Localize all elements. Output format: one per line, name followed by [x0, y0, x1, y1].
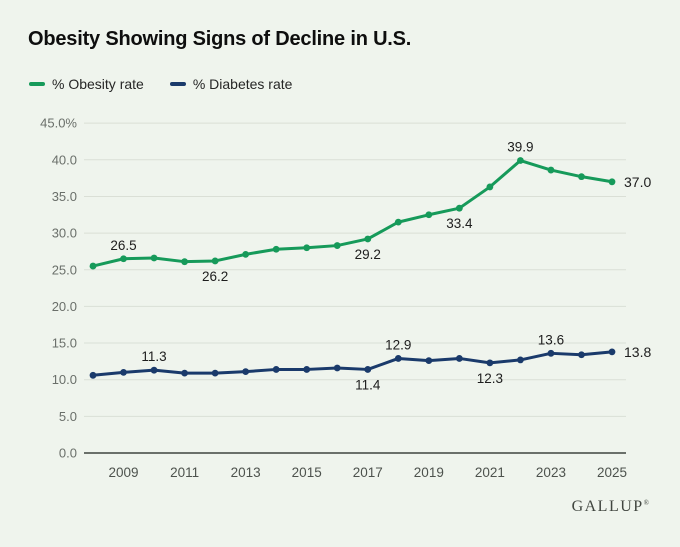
obesity-line-swatch — [29, 82, 45, 86]
diabetes-point-2022 — [517, 356, 524, 364]
registered-mark-icon: ® — [643, 499, 649, 507]
diabetes-point-2021 — [486, 359, 494, 367]
diabetes-value-label: 13.8 — [624, 344, 651, 360]
diabetes-point-2019 — [425, 357, 433, 365]
diabetes-value-label: 11.3 — [141, 349, 166, 364]
diabetes-value-label: 11.4 — [355, 377, 381, 392]
obesity-value-label: 26.5 — [110, 238, 136, 253]
y-tick-label: 45.0% — [40, 116, 77, 131]
obesity-point-2025 — [608, 178, 616, 186]
x-tick-label: 2021 — [475, 465, 505, 480]
y-tick-label: 30.0 — [52, 226, 77, 241]
y-tick-label: 15.0 — [52, 336, 77, 351]
legend-label: % Diabetes rate — [192, 76, 293, 92]
obesity-value-label: 37.0 — [624, 174, 651, 190]
obesity-value-label: 26.2 — [202, 269, 228, 284]
diabetes-point-2008 — [89, 371, 97, 379]
obesity-value-label: 33.4 — [446, 216, 473, 231]
x-tick-label: 2025 — [597, 465, 627, 480]
diabetes-point-2016 — [333, 364, 341, 372]
x-tick-label: 2017 — [353, 465, 383, 480]
diabetes-point-2025 — [608, 348, 616, 356]
gallup-wordmark: GALLUP — [571, 498, 644, 515]
diabetes-value-label: 12.3 — [477, 371, 503, 386]
obesity-point-2014 — [272, 245, 280, 253]
obesity-point-2016 — [333, 242, 341, 249]
diabetes-point-2014 — [272, 366, 280, 373]
diabetes-point-2020 — [455, 355, 463, 362]
obesity-point-2010 — [150, 254, 158, 262]
obesity-line — [91, 159, 614, 268]
x-tick-label: 2015 — [292, 465, 322, 480]
obesity-point-2020 — [455, 204, 463, 212]
legend-label: % Obesity rate — [52, 76, 144, 92]
obesity-point-2024 — [578, 173, 585, 181]
y-tick-label: 35.0 — [52, 189, 77, 204]
legend: % Obesity rate % Diabetes rate — [29, 76, 292, 92]
diabetes-line — [91, 350, 614, 377]
diabetes-point-2009 — [120, 368, 127, 376]
chart-title: Obesity Showing Signs of Decline in U.S. — [28, 28, 412, 50]
y-tick-label: 5.0 — [59, 409, 77, 424]
diabetes-line-swatch — [169, 82, 186, 86]
x-tick-label: 2019 — [414, 465, 444, 480]
diabetes-point-2024 — [578, 351, 585, 359]
diabetes-point-2011 — [181, 369, 188, 377]
obesity-point-2019 — [425, 211, 433, 219]
x-tick-label: 2009 — [109, 465, 139, 480]
x-tick-label: 2023 — [536, 465, 566, 480]
legend-item-diabetes: % Diabetes rate — [169, 76, 293, 92]
y-tick-label: 0.0 — [59, 446, 77, 461]
obesity-value-label: 29.2 — [355, 247, 381, 262]
obesity-point-2022 — [517, 157, 524, 164]
obesity-value-label: 39.9 — [507, 140, 533, 155]
obesity-point-2013 — [242, 250, 250, 258]
obesity-point-2023 — [547, 166, 555, 174]
obesity-point-2018 — [394, 218, 402, 226]
y-tick-label: 40.0 — [52, 152, 77, 167]
obesity-point-2012 — [211, 257, 219, 265]
diabetes-point-2010 — [150, 366, 158, 374]
x-tick-label: 2013 — [231, 465, 261, 480]
diabetes-value-label: 12.9 — [385, 337, 411, 352]
diabetes-point-2023 — [547, 349, 555, 357]
gallup-logo: GALLUP® — [572, 498, 649, 516]
diabetes-point-2015 — [303, 366, 311, 373]
diabetes-value-label: 13.6 — [538, 332, 564, 347]
obesity-point-2017 — [364, 235, 372, 243]
diabetes-point-2013 — [242, 368, 250, 376]
x-tick-label: 2011 — [170, 465, 199, 480]
obesity-point-2009 — [120, 255, 127, 263]
diabetes-point-2012 — [211, 369, 219, 377]
obesity-point-2011 — [181, 258, 188, 266]
obesity-point-2015 — [303, 244, 311, 252]
legend-item-obesity: % Obesity rate — [29, 76, 144, 92]
y-tick-label: 20.0 — [52, 299, 77, 314]
diabetes-point-2018 — [394, 355, 402, 362]
obesity-point-2008 — [89, 262, 97, 270]
y-tick-label: 10.0 — [52, 372, 77, 387]
diabetes-point-2017 — [364, 366, 372, 373]
obesity-point-2021 — [486, 183, 494, 191]
y-tick-label: 25.0 — [52, 262, 77, 277]
